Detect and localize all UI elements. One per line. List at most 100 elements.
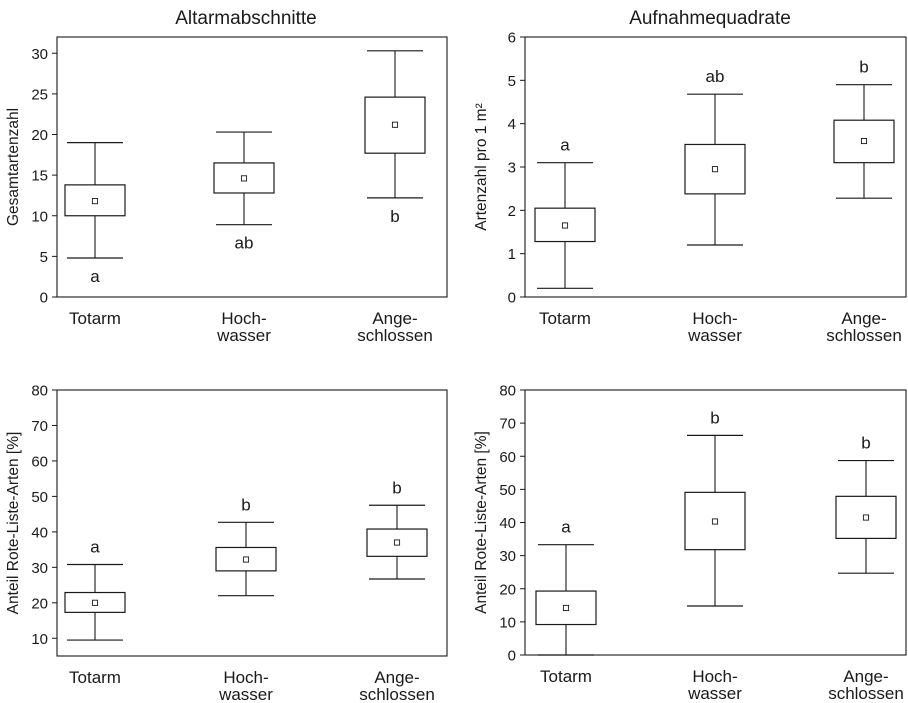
iqr-box	[684, 143, 746, 195]
panel-top-right: 0 1 2 3 4 5 6 Artenzahl pro 1 m² Totarm Hoch-wass…	[473, 30, 907, 345]
significance-letter: a	[90, 267, 100, 286]
y-tick-label: 50	[499, 482, 516, 499]
y-tick-label: 2	[508, 203, 516, 220]
category-label-line: Totarm	[69, 309, 121, 328]
y-tick-label: 5	[40, 249, 48, 266]
category-label-line: Hoch-	[223, 668, 268, 687]
y-tick-label: 40	[31, 524, 48, 541]
y-tick-label: 6	[508, 30, 516, 47]
category-label-line: Totarm	[540, 667, 592, 686]
box-group: b	[833, 58, 895, 199]
significance-letter: a	[561, 518, 571, 537]
mean-marker	[91, 198, 99, 205]
box-group: b	[364, 50, 426, 226]
mean-marker	[561, 222, 569, 229]
significance-letter: b	[710, 408, 719, 427]
y-tick-label: 15	[31, 168, 48, 185]
category-label-line: Hoch-	[221, 309, 266, 328]
box-group: ab	[213, 131, 275, 253]
y-tick-label: 25	[31, 86, 48, 103]
category-label: Totarm	[539, 309, 591, 328]
y-tick-label: 10	[31, 208, 48, 225]
category-label-line: wasser	[218, 685, 273, 703]
category-label-line: Hoch-	[692, 309, 737, 328]
panel-bottom-right: 0 10 20 30 40 50 60 70 80 Anteil Rote-Liste-Arten…	[473, 383, 907, 703]
mean-marker	[240, 175, 248, 182]
y-tick-label: 30	[499, 548, 516, 565]
category-label-line: Ange-	[841, 309, 886, 328]
y-tick-label: 1	[508, 246, 516, 263]
category-label: Ange-schlossen	[359, 668, 435, 703]
iqr-box	[833, 119, 895, 164]
category-label: Totarm	[69, 309, 121, 328]
header-right: Aufnahmequadrate	[629, 8, 791, 29]
box-group: b	[835, 434, 897, 574]
mean-marker	[862, 514, 870, 521]
category-label-line: Ange-	[372, 309, 417, 328]
y-tick-label: 0	[508, 290, 516, 307]
box-group: a	[64, 142, 126, 286]
plot-frame	[56, 389, 448, 657]
plot-frame	[56, 36, 448, 298]
mean-marker	[91, 599, 99, 606]
category-label-line: Totarm	[539, 309, 591, 328]
category-label-line: Totarm	[69, 668, 121, 687]
mean-marker	[393, 539, 401, 546]
significance-letter: a	[560, 136, 570, 155]
y-axis-label: Artenzahl pro 1 m²	[473, 103, 490, 231]
y-tick-label: 50	[31, 489, 48, 506]
mean-marker	[711, 518, 719, 525]
mean-marker	[860, 137, 868, 145]
category-label: Ange-schlossen	[357, 309, 433, 345]
mean-marker	[562, 604, 570, 612]
significance-letter: ab	[706, 67, 725, 86]
y-tick-label: 3	[508, 160, 516, 177]
y-tick-label: 0	[508, 648, 516, 665]
significance-letter: ab	[235, 234, 254, 253]
category-label-line: wasser	[216, 326, 271, 345]
box-group: b	[684, 408, 746, 607]
y-tick-label: 70	[31, 418, 48, 435]
category-label: Ange-schlossen	[826, 309, 902, 345]
significance-letter: b	[859, 58, 868, 77]
category-label-line: schlossen	[828, 684, 904, 703]
y-tick-label: 60	[31, 453, 48, 470]
significance-letter: b	[861, 434, 870, 453]
significance-letter: b	[392, 478, 401, 497]
panel-top-left: 0 5 10 15 20 25 30 Gesamtartenzahl Totarm Hoch-wa…	[5, 36, 448, 345]
mean-marker	[711, 166, 719, 173]
y-tick-label: 80	[31, 383, 48, 400]
category-label-line: schlossen	[359, 685, 435, 703]
category-label-line: Hoch-	[692, 667, 737, 686]
y-tick-label: 5	[508, 73, 516, 90]
y-tick-label: 10	[499, 614, 516, 631]
category-label: Totarm	[540, 667, 592, 686]
y-axis-label: Anteil Rote-Liste-Arten [%]	[473, 431, 490, 614]
y-tick-label: 40	[499, 515, 516, 532]
y-tick-label: 60	[499, 449, 516, 466]
mean-marker	[242, 556, 250, 563]
category-label-line: Ange-	[843, 667, 888, 686]
y-tick-label: 10	[31, 631, 48, 648]
category-label-line: Ange-	[374, 668, 419, 687]
significance-letter: b	[241, 495, 250, 514]
y-tick-label: 30	[31, 560, 48, 577]
box-group: a	[534, 136, 596, 289]
category-label: Hoch-wasser	[687, 309, 742, 345]
y-tick-label: 20	[31, 127, 48, 144]
header-left: Altarmabschnitte	[175, 8, 317, 29]
box-group: ab	[684, 67, 746, 246]
y-axis-label: Gesamtartenzahl	[5, 108, 22, 226]
y-tick-label: 20	[499, 581, 516, 598]
significance-letter: b	[390, 207, 399, 226]
y-tick-label: 0	[40, 290, 48, 307]
box-group: b	[215, 495, 277, 597]
significance-letter: a	[90, 537, 100, 556]
category-label: Totarm	[69, 668, 121, 687]
category-label: Hoch-wasser	[218, 668, 273, 703]
category-label-line: wasser	[687, 684, 742, 703]
y-axis-label: Anteil Rote-Liste-Arten [%]	[5, 432, 22, 615]
y-tick-label: 30	[31, 46, 48, 63]
y-tick-label: 70	[499, 416, 516, 433]
